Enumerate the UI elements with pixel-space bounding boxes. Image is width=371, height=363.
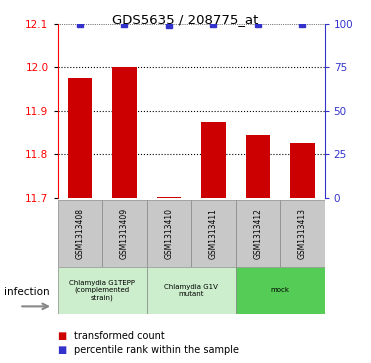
- Bar: [102, 200, 147, 267]
- Bar: [58, 267, 147, 314]
- Bar: [58, 200, 102, 267]
- Bar: [201, 122, 226, 198]
- Text: GSM1313408: GSM1313408: [75, 208, 84, 259]
- Text: GSM1313411: GSM1313411: [209, 208, 218, 259]
- Bar: [157, 196, 181, 198]
- Bar: [246, 135, 270, 198]
- Text: GSM1313413: GSM1313413: [298, 208, 307, 259]
- Text: percentile rank within the sample: percentile rank within the sample: [74, 345, 239, 355]
- Bar: [147, 200, 191, 267]
- Text: GDS5635 / 208775_at: GDS5635 / 208775_at: [112, 13, 259, 26]
- Bar: [280, 200, 325, 267]
- Bar: [191, 200, 236, 267]
- Text: GSM1313412: GSM1313412: [253, 208, 262, 259]
- Bar: [112, 67, 137, 198]
- Text: Chlamydia G1V
mutant: Chlamydia G1V mutant: [164, 284, 218, 297]
- Text: GSM1313410: GSM1313410: [164, 208, 173, 259]
- Bar: [236, 200, 280, 267]
- Text: Chlamydia G1TEPP
(complemented
strain): Chlamydia G1TEPP (complemented strain): [69, 280, 135, 301]
- Bar: [290, 143, 315, 198]
- Text: GSM1313409: GSM1313409: [120, 208, 129, 259]
- Bar: [147, 267, 236, 314]
- Text: ■: ■: [58, 345, 67, 355]
- Bar: [236, 267, 325, 314]
- Text: ■: ■: [58, 331, 67, 341]
- Text: mock: mock: [270, 287, 290, 293]
- Bar: [68, 78, 92, 198]
- Text: infection: infection: [4, 287, 49, 297]
- Text: transformed count: transformed count: [74, 331, 165, 341]
